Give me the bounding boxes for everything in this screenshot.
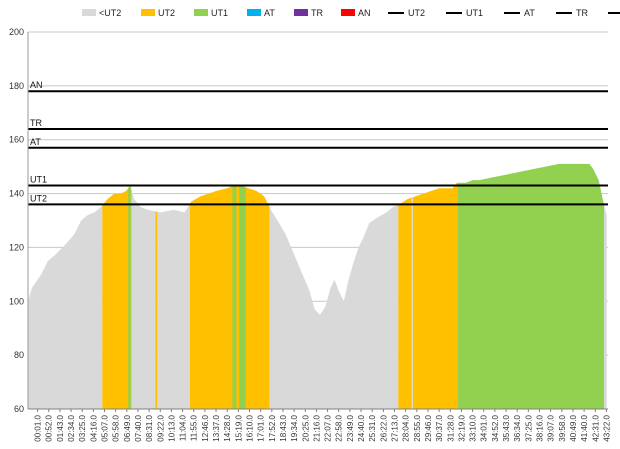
zone-segment-3	[131, 163, 156, 409]
x-tick-label-18: 15:19.0	[234, 414, 243, 441]
x-tick-label-42: 35:43.0	[502, 414, 511, 441]
x-tick-label-9: 07:40.0	[134, 414, 143, 441]
threshold-label-tr: TR	[30, 118, 42, 128]
legend-swatch-lt-ut2	[82, 9, 96, 16]
x-tick-label-46: 39:07.0	[547, 414, 556, 441]
x-tick-label-26: 22:07.0	[324, 414, 333, 441]
zone-segment-7	[232, 163, 237, 409]
y-tick-label-80: 80	[14, 350, 24, 360]
x-tick-label-25: 21:16.0	[312, 414, 321, 441]
x-tick-label-0: 00:01.0	[34, 414, 43, 441]
x-tick-label-2: 01:43.0	[56, 414, 65, 441]
legend-label-ut1: UT1	[211, 8, 228, 18]
y-axis-ticks: 60 80 100 120 140 160 180 200	[9, 27, 24, 414]
x-tick-label-28: 23:49.0	[346, 414, 355, 441]
x-tick-label-41: 34:52.0	[491, 414, 500, 441]
x-tick-label-33: 28:04.0	[402, 414, 411, 441]
x-axis-ticks: 00:01.0 00:52.0 01:43.0 02:34.0 03:25.0 04:16…	[34, 409, 611, 442]
zone-segment-2	[128, 163, 131, 409]
legend-label-ut2: UT2	[158, 8, 175, 18]
zone-segment-8	[239, 163, 246, 409]
x-tick-label-13: 11:04.0	[179, 414, 188, 441]
x-tick-label-43: 36:34.0	[513, 414, 522, 441]
y-tick-label-140: 140	[9, 189, 24, 199]
x-tick-label-11: 09:22.0	[156, 414, 165, 441]
x-tick-label-10: 08:31.0	[145, 414, 154, 441]
x-tick-label-1: 00:52.0	[45, 414, 54, 441]
threshold-label-an: AN	[30, 80, 43, 90]
x-tick-label-15: 12:46.0	[201, 414, 210, 441]
y-tick-label-120: 120	[9, 242, 24, 252]
legend-label-tr: TR	[311, 8, 323, 18]
legend-label-an: AN	[358, 8, 371, 18]
x-tick-label-40: 34:01.0	[480, 414, 489, 441]
x-tick-label-34: 28:55.0	[413, 414, 422, 441]
legend-line-label-ut2: UT2	[408, 8, 425, 18]
x-tick-label-27: 22:58.0	[335, 414, 344, 441]
x-tick-label-45: 38:16.0	[536, 414, 545, 441]
x-tick-label-36: 30:37.0	[435, 414, 444, 441]
x-tick-label-7: 05:58.0	[112, 414, 121, 441]
x-tick-label-16: 13:37.0	[212, 414, 221, 441]
y-tick-label-60: 60	[14, 404, 24, 414]
x-tick-label-22: 18:43.0	[279, 414, 288, 441]
y-tick-label-100: 100	[9, 296, 24, 306]
x-tick-label-19: 16:10.0	[246, 414, 255, 441]
x-tick-label-3: 02:34.0	[67, 414, 76, 441]
y-tick-label-180: 180	[9, 81, 24, 91]
x-tick-label-14: 11:55.0	[190, 414, 199, 441]
x-tick-label-37: 31:28.0	[446, 414, 455, 441]
legend-swatch-an	[341, 9, 355, 16]
x-tick-label-47: 39:58.0	[558, 414, 567, 441]
legend: <UT2UT2UT1ATTRANUT2UT1ATTRAN	[82, 8, 620, 18]
y-tick-label-160: 160	[9, 135, 24, 145]
x-tick-label-44: 37:25.0	[524, 414, 533, 441]
x-tick-label-31: 26:22.0	[379, 414, 388, 441]
x-tick-label-49: 41:40.0	[580, 414, 589, 441]
x-tick-label-5: 04:16.0	[89, 414, 98, 441]
x-tick-label-48: 40:49.0	[569, 414, 578, 441]
x-tick-label-20: 17:01.0	[257, 414, 266, 441]
legend-swatch-ut1	[194, 9, 208, 16]
legend-swatch-at	[247, 9, 261, 16]
x-tick-label-39: 33:10.0	[469, 414, 478, 441]
x-tick-label-23: 19:34.0	[290, 414, 299, 441]
legend-line-label-at: AT	[524, 8, 535, 18]
legend-label-lt-ut2: <UT2	[99, 8, 121, 18]
legend-swatch-ut2	[141, 9, 155, 16]
x-tick-label-12: 10:13.0	[167, 414, 176, 441]
zone-segment-10	[398, 163, 412, 409]
legend-swatch-tr	[294, 9, 308, 16]
x-tick-label-50: 42:31.0	[591, 414, 600, 441]
x-tick-label-32: 27:13.0	[391, 414, 400, 441]
legend-line-label-tr: TR	[576, 8, 588, 18]
threshold-lines: UT2 UT1 AT TR AN	[28, 80, 608, 206]
x-tick-label-29: 24:40.0	[357, 414, 366, 441]
x-tick-label-6: 05:07.0	[101, 414, 110, 441]
legend-line-label-ut1: UT1	[466, 8, 483, 18]
x-tick-label-38: 32:19.0	[457, 414, 466, 441]
x-tick-label-24: 20:25.0	[301, 414, 310, 441]
x-tick-label-4: 03:25.0	[78, 414, 87, 441]
x-tick-label-8: 06:49.0	[123, 414, 132, 441]
x-tick-label-30: 25:31.0	[368, 414, 377, 441]
zone-segment-11	[411, 163, 413, 409]
zone-segment-4	[155, 163, 158, 409]
y-tick-label-200: 200	[9, 27, 24, 37]
threshold-label-ut2: UT2	[30, 193, 47, 203]
x-tick-label-51: 43:22.0	[602, 414, 611, 441]
x-tick-label-21: 17:52.0	[268, 414, 277, 441]
x-tick-label-35: 29:46.0	[424, 414, 433, 441]
threshold-label-at: AT	[30, 137, 41, 147]
zone-segment-14	[604, 163, 607, 409]
x-tick-label-17: 14:28.0	[223, 414, 232, 441]
legend-label-at: AT	[264, 8, 275, 18]
threshold-label-ut1: UT1	[30, 174, 47, 184]
plot-frame	[27, 32, 608, 410]
